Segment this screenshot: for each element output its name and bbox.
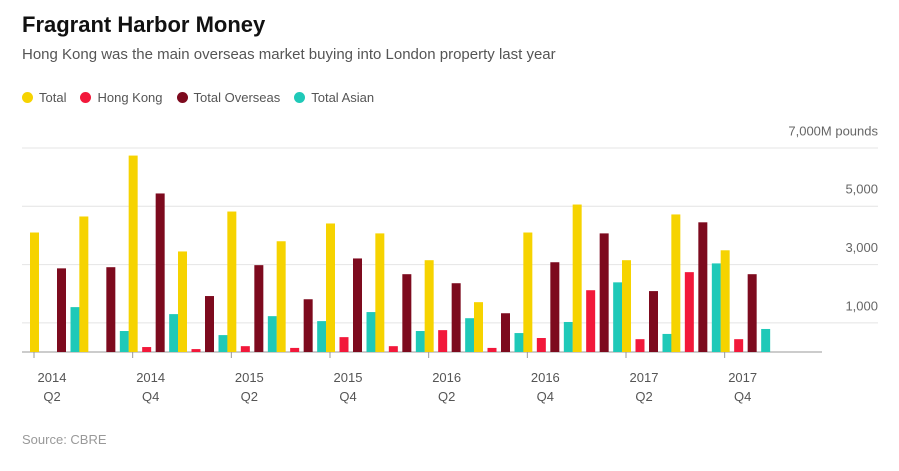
bar xyxy=(402,274,412,352)
bar xyxy=(424,260,434,352)
bar xyxy=(106,267,116,352)
legend: Total Hong Kong Total Overseas Total Asian xyxy=(22,90,374,105)
x-tick-label: 2015 Q4 xyxy=(333,370,363,404)
bar xyxy=(523,232,533,352)
bar xyxy=(720,250,730,352)
bar xyxy=(438,330,448,352)
bar xyxy=(303,299,313,352)
bar xyxy=(178,251,187,352)
bar xyxy=(487,347,497,352)
bar xyxy=(465,318,475,352)
bar xyxy=(613,282,623,352)
bar xyxy=(169,314,179,352)
bar xyxy=(70,307,80,352)
y-tick-label: 7,000M pounds xyxy=(788,123,878,138)
bar xyxy=(205,296,214,352)
y-tick-label: 5,000 xyxy=(845,182,878,197)
bar xyxy=(79,216,89,352)
bar xyxy=(684,272,694,352)
legend-item: Total Asian xyxy=(294,90,374,105)
bar xyxy=(649,291,658,352)
bar xyxy=(586,290,596,352)
bar xyxy=(563,321,573,352)
bar xyxy=(240,346,250,352)
bar xyxy=(501,313,510,352)
bar xyxy=(734,339,744,352)
legend-label: Total Asian xyxy=(311,90,375,105)
x-tick-label: 2015 Q2 xyxy=(234,370,264,404)
chart-title: Fragrant Harbor Money xyxy=(22,12,266,37)
legend-label: Total xyxy=(39,90,67,105)
legend-item: Total Overseas xyxy=(176,90,281,105)
bar xyxy=(142,347,152,352)
x-tick-label: 2017 Q2 xyxy=(629,370,659,404)
bar xyxy=(191,349,201,352)
bar xyxy=(761,328,771,352)
bar xyxy=(474,302,483,352)
bar xyxy=(747,274,757,352)
bar xyxy=(326,223,335,352)
bar xyxy=(353,258,362,352)
y-tick-label: 1,000 xyxy=(845,298,878,313)
bar xyxy=(128,155,138,352)
bar xyxy=(366,312,376,352)
x-tick-label: 2016 Q4 xyxy=(530,370,560,404)
bar xyxy=(317,321,327,352)
bar xyxy=(254,265,264,352)
legend-label: Hong Kong xyxy=(97,90,163,105)
legend-swatch xyxy=(22,92,33,103)
bar xyxy=(415,331,425,352)
bar xyxy=(227,211,237,352)
legend-label: Total Overseas xyxy=(193,90,281,105)
legend-swatch xyxy=(294,92,306,103)
bar xyxy=(671,214,681,352)
legend-item: Total xyxy=(22,90,66,105)
bar xyxy=(451,283,461,352)
bar xyxy=(155,193,165,352)
legend-swatch xyxy=(80,92,92,103)
bar xyxy=(218,335,228,352)
bar xyxy=(599,233,609,352)
bar xyxy=(290,347,300,352)
bar xyxy=(635,339,645,352)
bar xyxy=(267,316,277,352)
chart-subtitle: Hong Kong was the main overseas market b… xyxy=(22,46,556,63)
bar xyxy=(276,241,286,352)
bar xyxy=(572,204,582,352)
bar xyxy=(339,337,349,352)
bar xyxy=(119,331,129,352)
bar xyxy=(30,232,39,352)
bar xyxy=(514,333,524,352)
source: Source: CBRE xyxy=(22,432,107,447)
y-tick-label: 3,000 xyxy=(845,240,878,255)
bar xyxy=(388,346,398,352)
x-tick-label: 2014 Q4 xyxy=(136,370,166,404)
x-tick-label: 2016 Q2 xyxy=(432,370,462,404)
x-tick-label: 2017 Q4 xyxy=(728,370,758,404)
legend-swatch xyxy=(176,92,188,103)
bar xyxy=(550,262,560,352)
bar xyxy=(662,333,672,352)
bar xyxy=(711,263,721,352)
bar xyxy=(57,268,66,352)
bar xyxy=(622,260,631,352)
legend-item: Hong Kong xyxy=(80,90,163,105)
x-tick-label: 2014 Q2 xyxy=(37,370,67,404)
bar xyxy=(375,233,385,352)
bar xyxy=(698,222,708,352)
bar xyxy=(536,338,546,352)
